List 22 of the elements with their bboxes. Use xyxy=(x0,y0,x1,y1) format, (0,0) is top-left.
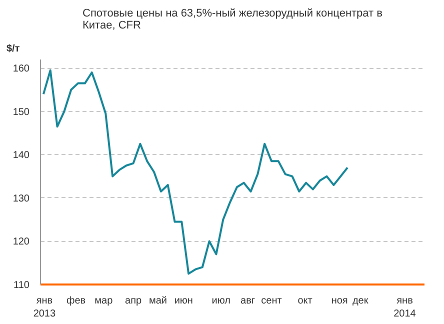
y-axis-title: $/т xyxy=(6,44,20,54)
x-tick-label: сент xyxy=(261,296,282,306)
x-tick-label: июн xyxy=(174,296,193,306)
y-tick-label: 110 xyxy=(14,280,30,291)
x-tick-label: авг xyxy=(240,296,256,306)
y-tick-label: 130 xyxy=(12,193,30,204)
x-tick-label: фев xyxy=(66,296,86,306)
x-tick-label: янв 2013 xyxy=(33,296,56,320)
y-tick-label: 150 xyxy=(12,106,30,118)
x-tick-label: окт xyxy=(298,296,313,306)
x-tick-label: мар xyxy=(94,296,114,306)
x-tick-label: янв 2014 xyxy=(394,296,416,320)
x-tick-label: ноя xyxy=(331,296,348,306)
line-series xyxy=(42,69,349,275)
x-tick-label: июл xyxy=(212,296,231,306)
x-tick-label: дек xyxy=(352,296,369,306)
y-tick-label: 160 xyxy=(12,64,30,75)
x-tick-label: май xyxy=(148,296,167,306)
chart-title: Спотовые цены на 63,5%-ный железорудный концентрат в Китае, CFR xyxy=(82,8,383,32)
x-tick-label: апр xyxy=(125,296,142,306)
y-tick-label: 120 xyxy=(12,236,30,248)
y-tick-label: 140 xyxy=(12,150,30,162)
